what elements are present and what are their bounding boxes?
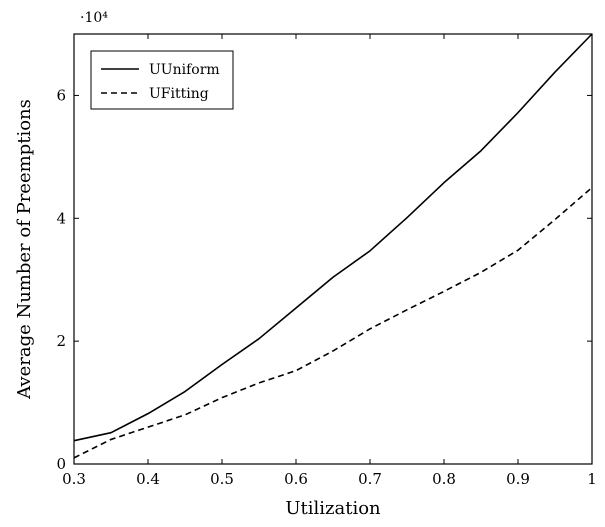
legend-label-ufitting: UFitting [149,86,209,102]
y-tick-label: 6 [56,86,66,104]
x-tick-label: 0.9 [506,470,530,488]
series-line-ufitting [73,186,593,459]
series-line-uuniform [73,33,593,442]
y-tick-label: 2 [56,332,66,350]
x-tick-label: 0.3 [62,470,86,488]
x-tick-label: 1 [587,470,597,488]
x-tick-label: 0.5 [210,470,234,488]
plot-frame [73,33,593,465]
x-tick-label: 0.4 [136,470,160,488]
tick-labels: 0.3 0.4 0.5 0.6 0.7 0.8 0.9 1 0 2 4 6 [56,86,596,488]
y-tick-label: 0 [56,455,66,473]
x-tick-label: 0.7 [358,470,382,488]
y-axis-multiplier: ·10⁴ [80,10,108,26]
x-axis-label: Utilization [285,498,381,519]
x-tick-label: 0.8 [432,470,456,488]
legend-box [90,50,234,110]
y-axis-label: Average Number of Preemptions [14,99,35,400]
y-tick-label: 4 [56,209,66,227]
series-lines [73,33,593,459]
x-tick-label: 0.6 [284,470,308,488]
legend: UUniform UFitting [90,50,234,110]
legend-label-uuniform: UUniform [149,62,220,78]
